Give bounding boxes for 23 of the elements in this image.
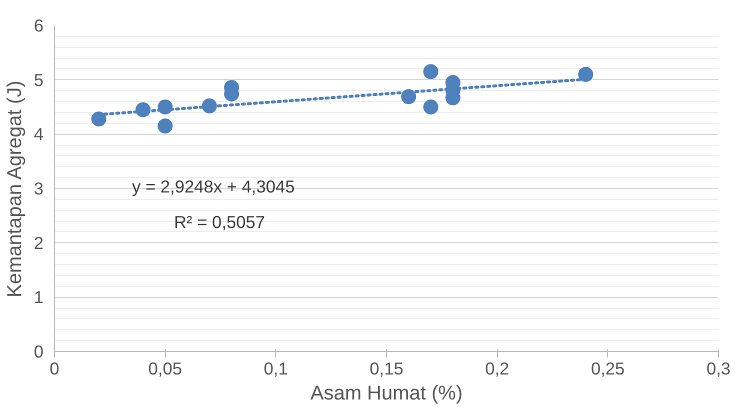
point: [423, 64, 438, 80]
y-tick-label: 5: [34, 70, 44, 90]
point: [91, 111, 106, 126]
point: [158, 118, 173, 134]
annotation: y = 2,9248x + 4,3045: [132, 176, 295, 197]
x-tick-label: 0,05: [148, 358, 182, 378]
x-tick-label: 0: [50, 358, 60, 378]
point: [578, 66, 594, 82]
y-axis-title: Kemantapan Agregat (J): [4, 80, 26, 298]
y-tick-label: 1: [34, 287, 44, 308]
y-tick-label: 0: [34, 342, 44, 362]
x-axis-title: Asam Humat (%): [310, 382, 463, 404]
point: [423, 100, 438, 114]
x-tick-label: 0,1: [264, 358, 288, 378]
x-tick-label: 0,15: [370, 358, 404, 378]
y-tick-label: 4: [34, 124, 44, 144]
y-tick-label: 3: [34, 178, 44, 198]
x-tick-label: 0,3: [706, 358, 731, 378]
annotation: R² = 0,5057: [174, 212, 266, 232]
y-tick-label: 6: [34, 16, 44, 36]
x-tick-label: 0,2: [485, 358, 510, 378]
y-tick-label: 2: [34, 232, 44, 253]
x-tick-label: 0,25: [590, 358, 625, 378]
